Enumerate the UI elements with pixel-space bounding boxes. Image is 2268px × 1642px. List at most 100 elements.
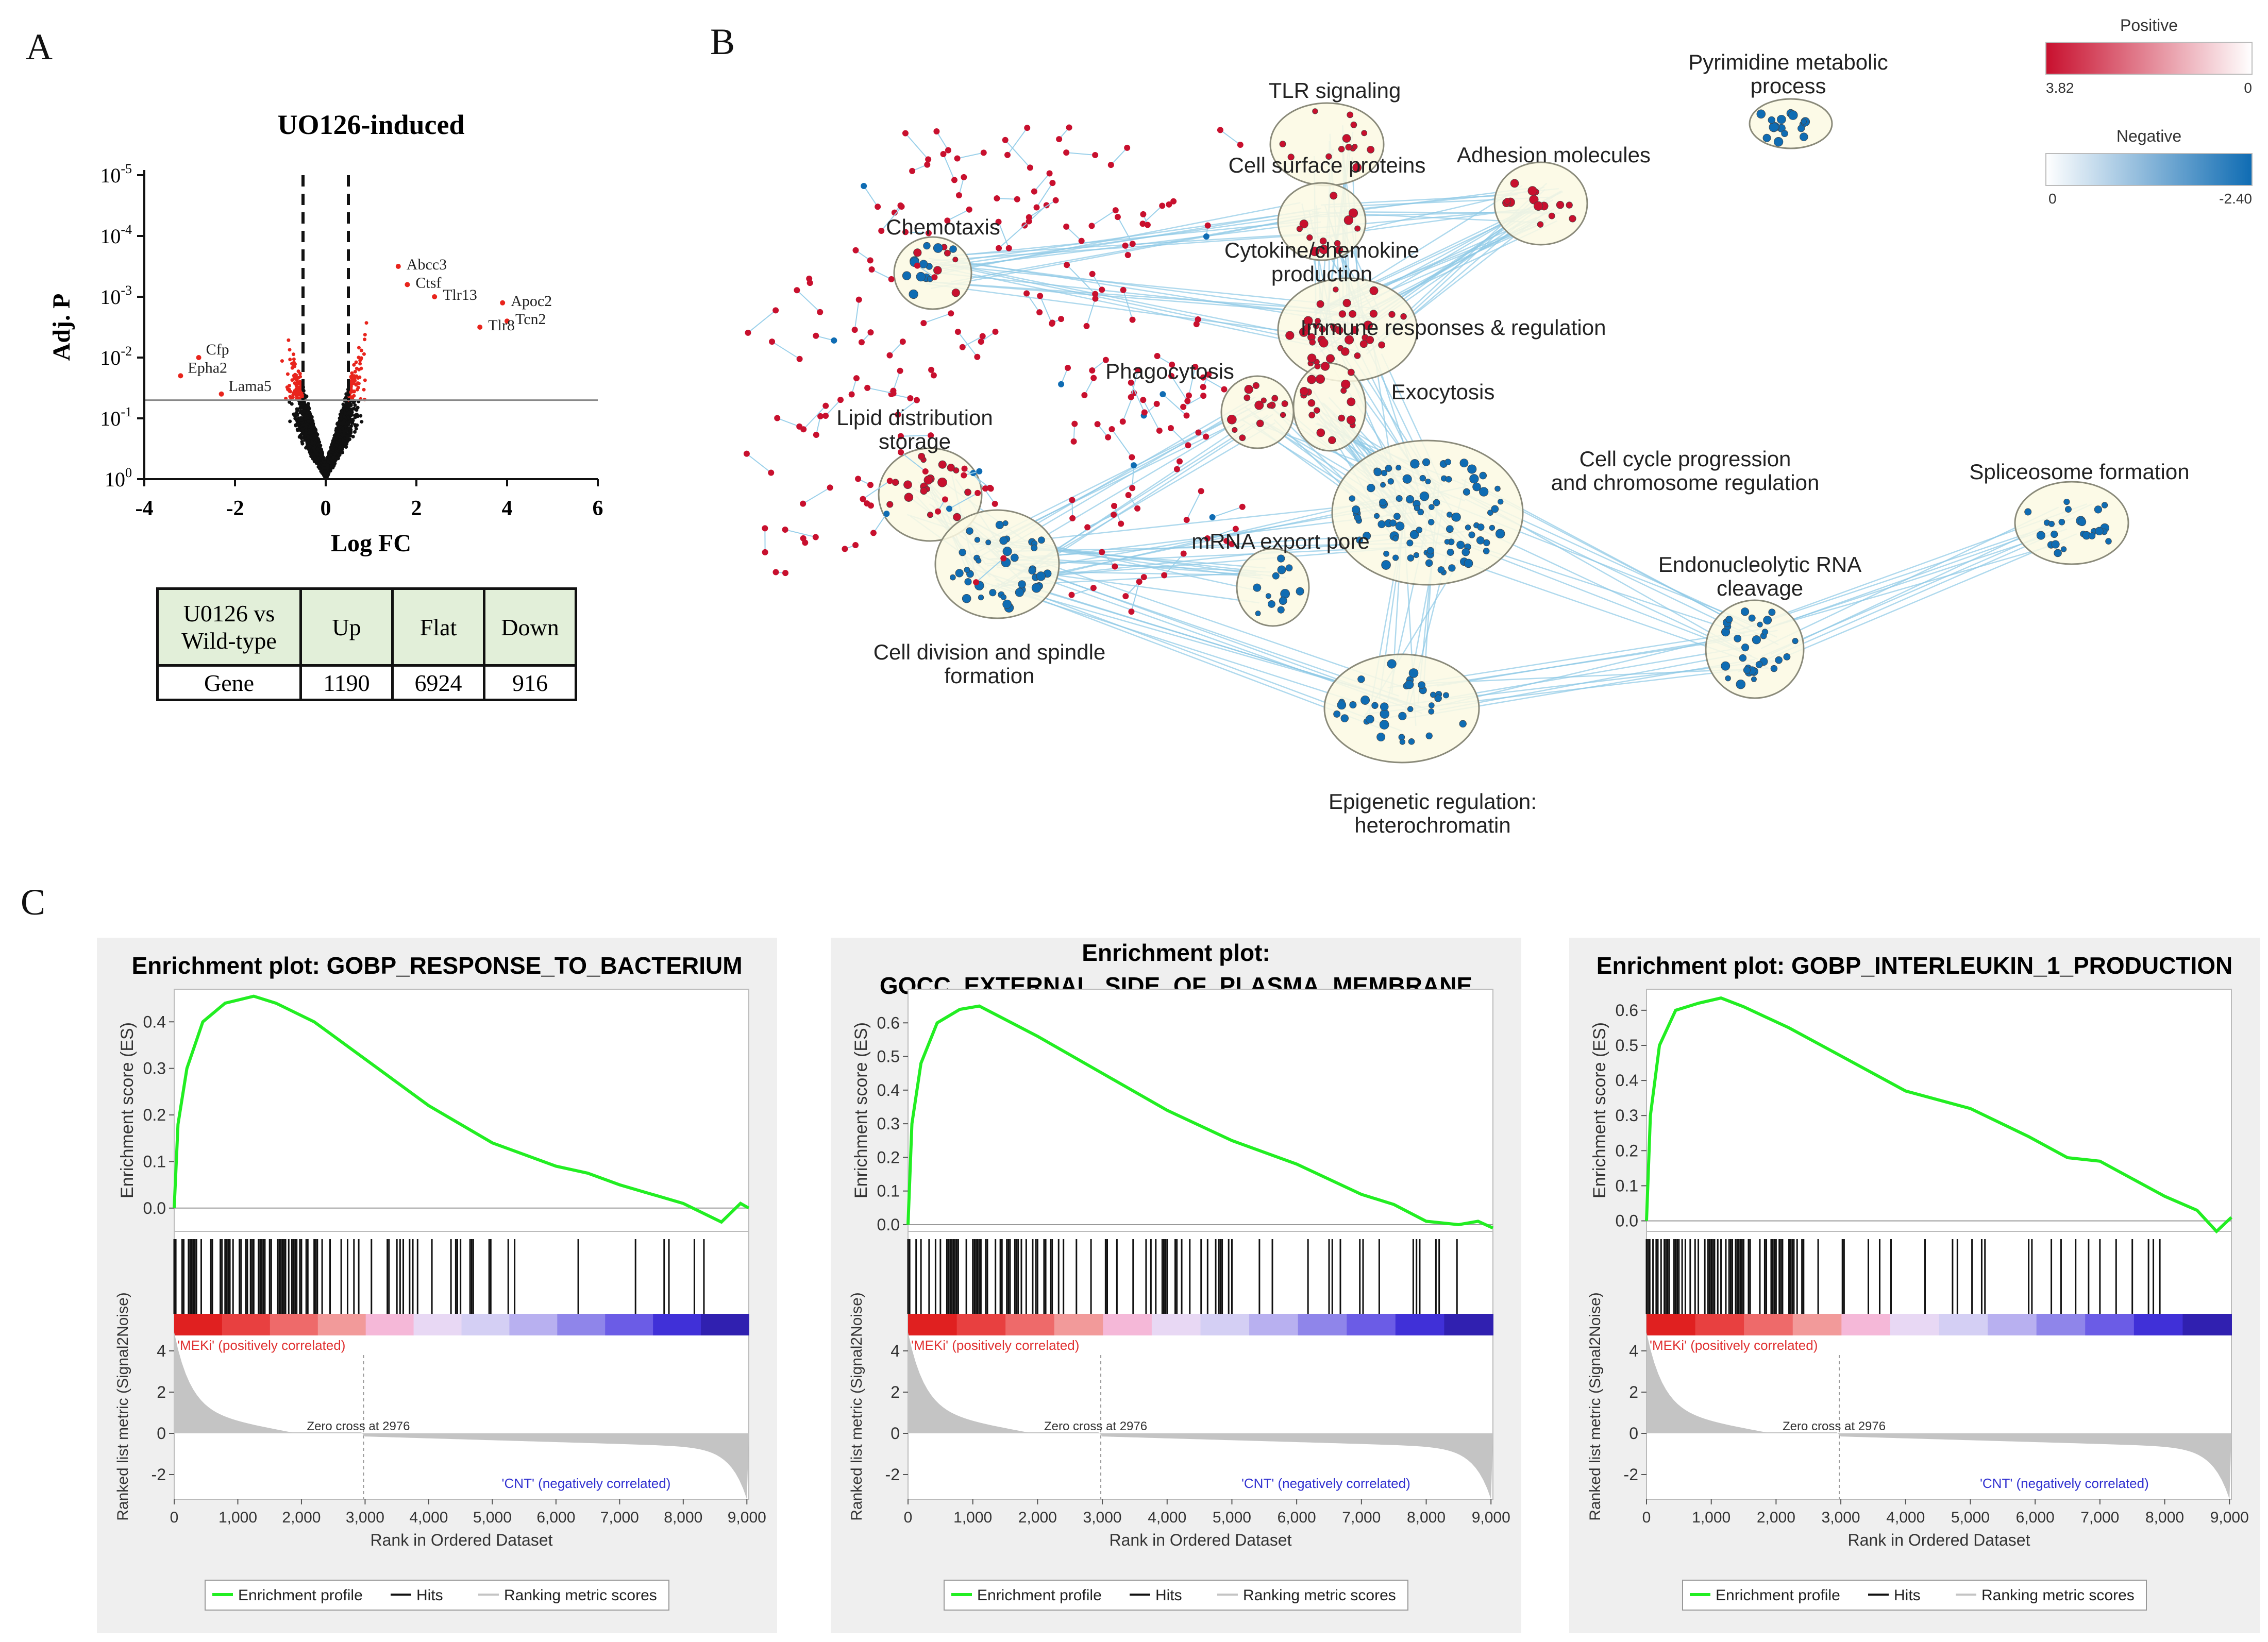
network-node [1170,198,1177,205]
color-bar-segment [222,1314,271,1335]
color-bar-segment [1444,1314,1493,1335]
network-node [1768,116,1775,124]
network-node [995,218,1002,225]
network-node [925,156,932,163]
network-node [1407,554,1415,562]
volcano-point [356,381,360,385]
network-node [1299,219,1308,229]
panel-label-c: C [21,882,46,923]
zero-cross-label: Zero cross at 2976 [1783,1419,1886,1433]
network-node [1380,702,1389,711]
cluster-label: TLR signaling [1269,78,1401,103]
color-bar-segment [365,1314,414,1335]
network-node [1102,357,1109,363]
volcano-point [363,337,367,342]
x-tick-label: 2 [411,497,422,520]
network-node [1285,331,1295,340]
volcano-point [293,416,297,420]
network-node [875,204,881,210]
network-node [1354,352,1361,359]
network-node [1195,316,1201,323]
volcano-point [330,461,334,465]
network-node [1725,675,1731,682]
table-header-comparison: U0126 vs Wild-type [156,587,302,667]
network-node [1548,212,1555,219]
volcano-point [347,411,351,415]
volcano-point [297,418,301,422]
network-edge [1186,490,1202,520]
volcano-point [310,453,314,458]
network-node [812,534,819,540]
network-node [1345,144,1352,151]
network-edge [947,209,970,222]
hits-group [1645,1239,2161,1314]
network-edge [815,335,834,341]
network-node [1046,170,1053,177]
volcano-point [335,434,340,438]
network-node [1134,505,1141,512]
network-node [1036,309,1043,316]
color-bar-segment [908,1314,957,1335]
color-bar-segment [1744,1314,1793,1335]
network-node [1261,397,1267,403]
network-edge [905,132,929,160]
network-node [909,289,918,299]
network-node [1198,488,1204,495]
network-node [1396,465,1402,471]
volcano-point [288,348,292,352]
y-tick-label: 10-4 [100,222,132,248]
network-node [1343,215,1354,225]
network-node [2048,520,2055,527]
network-node [897,367,903,374]
network-edge [1751,533,2077,671]
network-node [1777,114,1786,124]
network-node [1160,391,1166,398]
network-node [1064,262,1070,268]
network-node [937,477,947,487]
x-tick-label: 8,000 [1407,1509,1446,1526]
network-node [1773,137,1784,147]
network-node [1169,361,1175,368]
volcano-point [323,471,327,475]
network-node [1038,536,1045,544]
network-node [1028,567,1036,575]
network-node [982,485,988,492]
network-node [953,513,961,521]
volcano-point [344,392,348,396]
network-edge [1017,422,1275,575]
network-node [1068,591,1075,598]
volcano-point [350,417,355,421]
network-node [992,328,999,335]
network-node [1049,319,1056,326]
network-node [1253,583,1262,592]
network-node [1569,215,1576,223]
es-tick-label: 0.1 [877,1182,900,1200]
network-edge [1207,528,1236,539]
network-node [1741,644,1750,652]
volcano-point [306,435,310,439]
network-node [1296,226,1303,232]
network-node [974,537,981,543]
network-node [813,431,819,438]
es-tick-label: 0.5 [877,1047,900,1066]
network-node [1367,146,1375,154]
network-node [992,500,998,507]
network-edge [931,234,1306,262]
gsea-legend-box [1682,1580,2147,1611]
network-node [923,476,933,485]
x-tick-label: 2,000 [1018,1509,1057,1526]
network-node [1031,188,1037,195]
network-node [1373,468,1382,477]
volcano-point [307,430,311,434]
cluster-ellipse [1323,653,1480,764]
metric-tick-label: 4 [157,1342,166,1360]
volcano-point [350,420,355,424]
network-node [1388,311,1396,318]
network-edge [1114,505,1122,524]
cluster-label: Cytokine/chemokine [1224,238,1419,262]
table-header-up: Up [299,587,394,667]
network-edge [1162,394,1187,416]
volcano-point [339,421,343,426]
network-node [1314,407,1320,414]
network-edge [1084,378,1095,396]
